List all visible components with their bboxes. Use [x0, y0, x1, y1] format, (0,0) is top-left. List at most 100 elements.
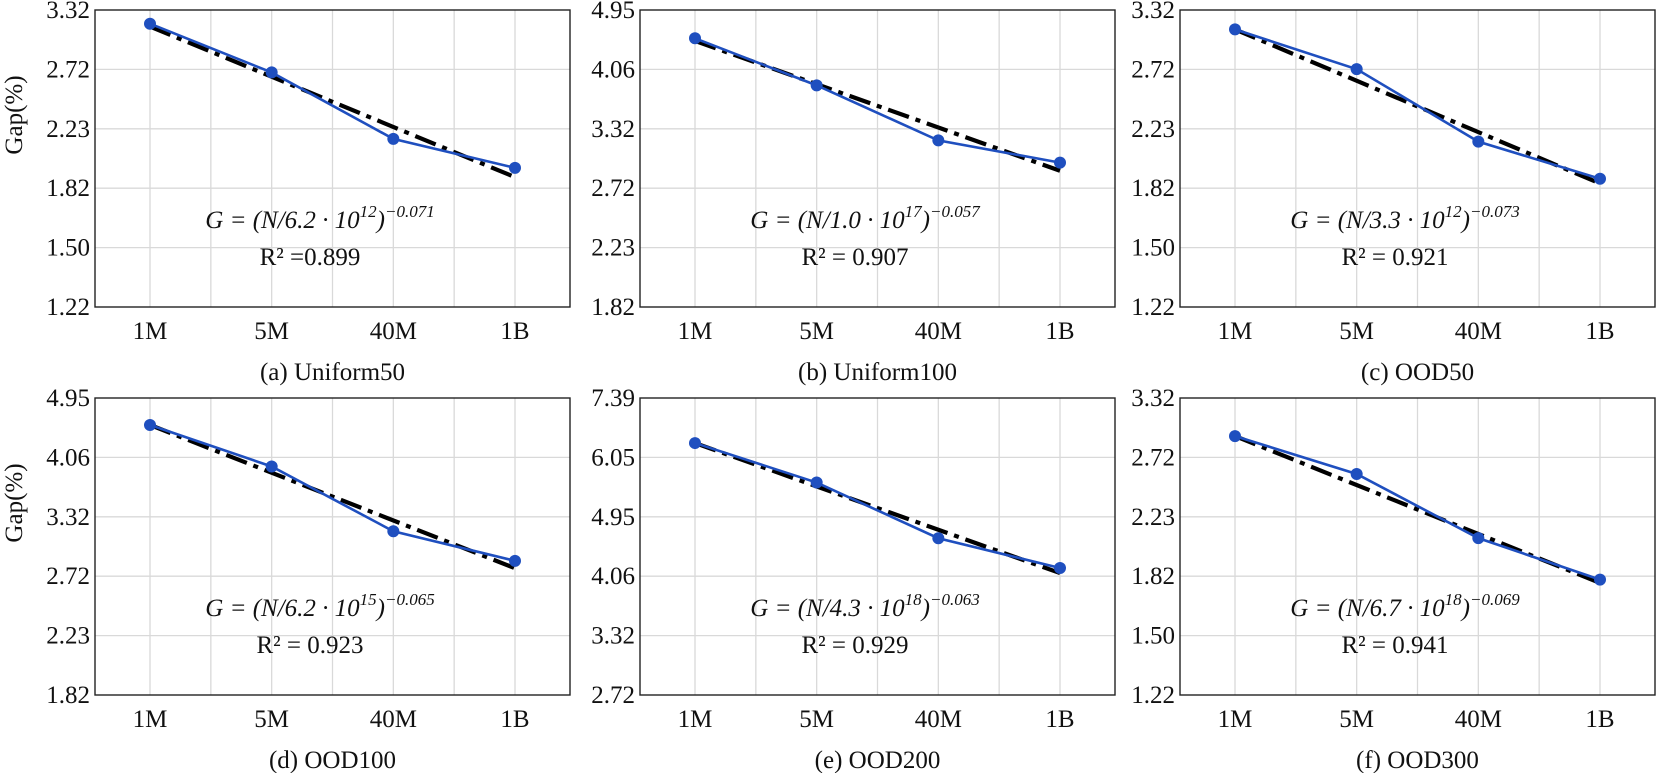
data-point: [1229, 23, 1241, 36]
y-tick-label: 3.32: [46, 504, 90, 531]
x-tick-label: 5M: [1339, 318, 1374, 345]
data-point: [265, 66, 278, 79]
data-point: [1350, 467, 1363, 480]
series-line: [694, 37, 1061, 164]
y-tick-label: 4.06: [591, 563, 635, 590]
r-squared: R² =0.899: [260, 244, 361, 271]
y-tick-label: 2.72: [46, 56, 90, 83]
subplot-6: 3.32 2.72 2.23 1.82 1.50 1.22 1M 5M 40M 1B G = (N/…: [1131, 385, 1656, 773]
data-point: [509, 161, 521, 174]
y-tick-label: 7.39: [591, 385, 635, 412]
subplot-caption: (a) Uniform50: [260, 359, 405, 386]
plot-frame: [94, 397, 571, 696]
data-point: [1594, 573, 1606, 586]
data-point: [689, 437, 701, 450]
y-tick-label: 2.23: [1131, 116, 1175, 143]
y-tick-label: 4.95: [591, 504, 635, 531]
x-tick-label: 40M: [370, 706, 417, 733]
x-tick-label: 1M: [1218, 318, 1253, 345]
subplot-caption: (e) OOD200: [815, 747, 941, 773]
x-tick-label: 40M: [370, 318, 417, 345]
series-line: [149, 423, 516, 563]
y-tick-label: 1.82: [1131, 563, 1175, 590]
y-tick-label: 4.06: [46, 444, 90, 471]
data-point: [144, 17, 156, 30]
plot-frame: [639, 9, 1116, 308]
x-tick-label: 1B: [1045, 318, 1074, 345]
x-tick-label: 40M: [915, 318, 962, 345]
data-point: [810, 79, 823, 92]
data-point: [265, 460, 278, 473]
y-tick-label: 1.22: [46, 294, 90, 321]
x-tick-label: 1M: [678, 318, 713, 345]
series-line: [149, 22, 516, 170]
subplot-4: 4.95 4.06 3.32 2.72 2.23 1.82 1M 5M 40M 1B Gap(%) G…: [1, 385, 571, 773]
data-point: [387, 525, 400, 538]
r-squared: R² = 0.929: [801, 632, 908, 659]
r-squared: R² = 0.941: [1341, 632, 1448, 659]
plot-frame: [1179, 397, 1656, 696]
y-tick-label: 4.95: [46, 385, 90, 412]
y-tick-label: 2.72: [46, 563, 90, 590]
x-tick-label: 1M: [1218, 706, 1253, 733]
subplot-1: 3.32 2.72 2.23 1.82 1.50 1.22 1M 5M 40M 1B Gap(%) G…: [1, 0, 571, 386]
x-tick-label: 40M: [915, 706, 962, 733]
fit-equation: G = (N/4.3 · 1018)−0.063: [750, 590, 979, 622]
y-tick-label: 1.50: [1131, 623, 1175, 650]
x-tick-label: 5M: [799, 706, 834, 733]
y-tick-label: 1.82: [46, 682, 90, 709]
subplot-caption: (b) Uniform100: [798, 359, 957, 386]
y-tick-label: 6.05: [591, 444, 635, 471]
y-tick-label: 2.72: [1131, 56, 1175, 83]
y-tick-label: 1.22: [1131, 682, 1175, 709]
data-point: [932, 134, 945, 147]
series-line: [1234, 434, 1601, 581]
x-tick-label: 40M: [1455, 706, 1502, 733]
y-tick-label: 2.72: [591, 682, 635, 709]
y-axis-label: Gap(%): [1, 463, 28, 542]
fit-equation: G = (N/1.0 · 1017)−0.057: [750, 202, 981, 234]
y-tick-label: 1.82: [591, 294, 635, 321]
y-tick-label: 1.82: [1131, 175, 1175, 202]
series-line: [694, 441, 1061, 570]
data-point: [1054, 562, 1066, 575]
plot-frame: [639, 397, 1116, 696]
fit-line: [149, 24, 516, 180]
y-tick-label: 4.06: [591, 56, 635, 83]
y-tick-label: 1.50: [46, 235, 90, 262]
fit-line: [1234, 27, 1601, 186]
data-point: [144, 418, 156, 431]
x-tick-label: 1B: [1045, 706, 1074, 733]
plot-frame: [1179, 9, 1656, 308]
y-tick-label: 4.95: [591, 0, 635, 24]
data-point: [1472, 135, 1485, 148]
subplot-caption: (f) OOD300: [1356, 747, 1479, 773]
fit-line: [694, 441, 1061, 576]
fit-line: [1234, 434, 1601, 585]
y-tick-label: 3.32: [1131, 0, 1175, 24]
y-tick-label: 2.23: [591, 235, 635, 262]
y-tick-label: 1.82: [46, 175, 90, 202]
r-squared: R² = 0.921: [1341, 244, 1448, 271]
x-tick-label: 1M: [678, 706, 713, 733]
subplot-2: 4.95 4.06 3.32 2.72 2.23 1.82 1M 5M 40M 1B G = (N/…: [591, 0, 1116, 386]
r-squared: R² = 0.923: [256, 632, 363, 659]
y-tick-label: 2.23: [1131, 504, 1175, 531]
x-tick-label: 5M: [254, 706, 289, 733]
fit-equation: G = (N/6.2 · 1012)−0.071: [205, 202, 434, 234]
data-point: [1594, 172, 1606, 185]
x-tick-label: 1B: [500, 706, 529, 733]
x-tick-label: 1M: [133, 318, 168, 345]
series-line: [1234, 28, 1601, 180]
data-point: [1054, 156, 1066, 169]
data-point: [1472, 532, 1485, 545]
x-tick-label: 1B: [1585, 706, 1614, 733]
x-tick-label: 5M: [1339, 706, 1374, 733]
y-tick-label: 3.32: [591, 623, 635, 650]
y-tick-label: 3.32: [1131, 385, 1175, 412]
data-point: [932, 532, 945, 545]
y-tick-label: 2.23: [46, 116, 90, 143]
y-tick-label: 1.22: [1131, 294, 1175, 321]
x-tick-label: 1M: [133, 706, 168, 733]
data-point: [1229, 430, 1241, 443]
